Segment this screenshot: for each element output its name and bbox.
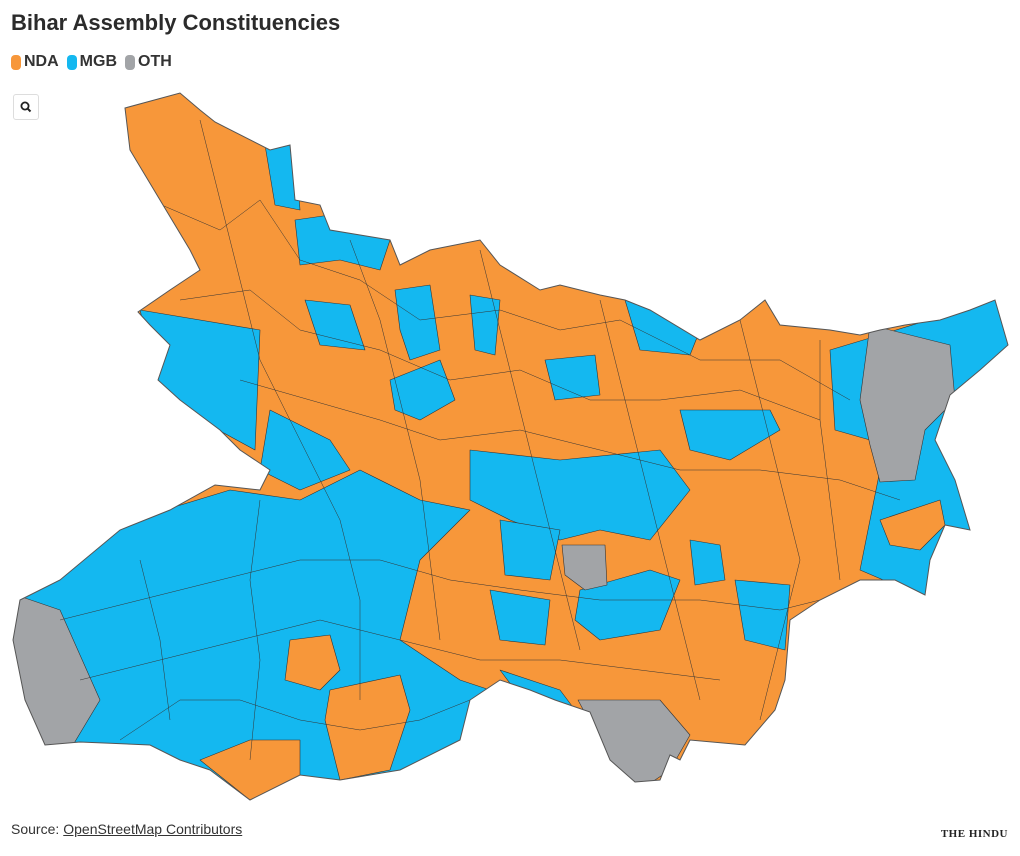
legend-label: NDA <box>24 53 59 70</box>
legend-item: MGB <box>66 53 117 71</box>
region <box>304 299 366 351</box>
search-button[interactable] <box>13 94 39 120</box>
region <box>689 539 726 586</box>
legend-swatch <box>66 54 77 70</box>
legend-item: OTH <box>125 53 172 71</box>
region <box>489 589 551 646</box>
source: Source: OpenStreetMap Contributors <box>11 821 242 837</box>
boundaries <box>59 119 901 761</box>
region <box>734 579 791 651</box>
region <box>469 449 691 541</box>
region <box>284 634 341 691</box>
legend-label: MGB <box>79 53 117 70</box>
legend-swatch <box>11 54 21 70</box>
legend-label: OTH <box>138 53 172 70</box>
region <box>679 409 781 461</box>
region <box>544 354 601 401</box>
legend-item: NDA <box>11 53 59 71</box>
region <box>394 284 441 361</box>
title: Bihar Assembly Constituencies <box>11 10 341 35</box>
search-icon <box>20 101 32 113</box>
region <box>879 499 946 551</box>
region <box>469 294 501 356</box>
source-link[interactable]: OpenStreetMap Contributors <box>63 821 243 837</box>
region <box>324 674 411 781</box>
legend-swatch <box>125 54 135 70</box>
region <box>859 324 956 483</box>
source-prefix: Source: <box>11 821 60 837</box>
region <box>499 519 561 581</box>
region <box>561 544 608 591</box>
logo: THE HINDU <box>940 828 1008 840</box>
legend: NDA MGB OTH <box>11 53 172 71</box>
region <box>574 569 681 641</box>
